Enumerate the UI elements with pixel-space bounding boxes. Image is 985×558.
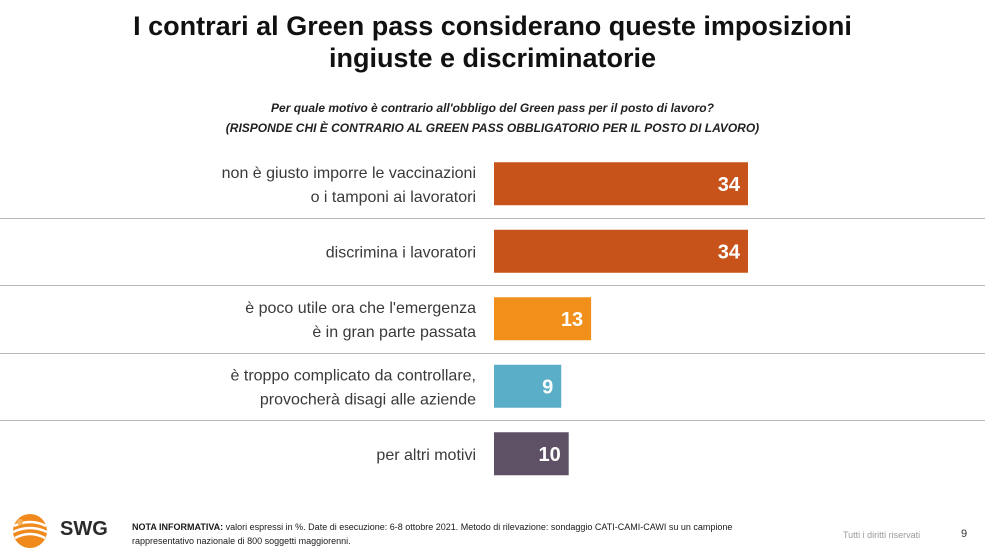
- bar-1: [494, 229, 748, 273]
- rights-notice: Tutti i diritti riservati: [843, 530, 921, 540]
- page-number: 9: [961, 528, 968, 540]
- category-label-3: è troppo complicato da controllare, provo…: [231, 367, 477, 408]
- bar-value-label-0: 34: [718, 174, 741, 196]
- methodology-note: NOTA INFORMATIVA: valori espressi in %. …: [132, 520, 782, 548]
- note-label: NOTA INFORMATIVA:: [132, 522, 224, 532]
- bar-value-label-1: 34: [718, 241, 741, 263]
- bar-value-label-4: 10: [538, 444, 560, 466]
- note-text: valori espressi in %. Date di esecuzione…: [132, 522, 733, 546]
- bar-chart: 34 non è giusto imporre le vaccinazioni o …: [0, 162, 985, 476]
- swg-logo: SWG: [8, 510, 118, 550]
- bar-2: [494, 297, 592, 341]
- category-label-4: per altri motivi: [376, 447, 476, 464]
- title-line-2: ingiuste e discriminatorie: [328, 43, 657, 73]
- bar-value-label-3: 9: [542, 376, 553, 398]
- question-block: Per quale motivo è contrario all'obbligo…: [160, 98, 825, 138]
- bar-0: [494, 162, 748, 206]
- title-line-1: I contrari al Green pass considerano que…: [133, 11, 852, 41]
- bar-4: [494, 432, 569, 476]
- category-label-1: discrimina i lavoratori: [326, 244, 476, 261]
- respondents-text: (RISPONDE CHI È CONTRARIO AL GREEN PASS …: [225, 121, 760, 135]
- bar-value-label-2: 13: [561, 309, 583, 331]
- swg-logo-icon: [12, 514, 48, 548]
- bar-3: [494, 364, 562, 408]
- category-label-2: è poco utile ora che l'emergenza è in gra…: [245, 300, 476, 341]
- logo-text: SWG: [60, 518, 108, 540]
- question-text: Per quale motivo è contrario all'obbligo…: [271, 101, 714, 115]
- page-title: I contrari al Green pass considerano que…: [40, 10, 945, 74]
- category-label-0: non è giusto imporre le vaccinazioni o i …: [222, 165, 476, 206]
